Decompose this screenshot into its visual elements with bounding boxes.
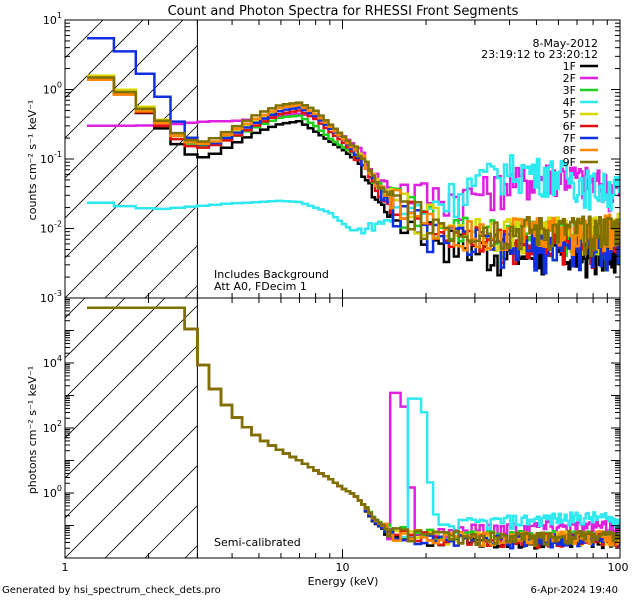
annotation-semi-calibrated: Semi-calibrated xyxy=(214,536,301,549)
legend-label-8F: 8F xyxy=(563,144,576,157)
x-axis-label: Energy (keV) xyxy=(308,575,379,588)
legend-label-5F: 5F xyxy=(563,108,576,121)
annotation-background: Includes Background xyxy=(214,268,329,281)
photons-y-axis: 100 102 104 xyxy=(43,297,620,559)
y-tick-label: 104 xyxy=(43,354,62,370)
photon-series-9F xyxy=(87,306,620,547)
legend-label-1F: 1F xyxy=(563,60,576,73)
count-series-4F xyxy=(87,154,620,235)
counts-y-axis: 10-3 10-2 10-1 100 101 xyxy=(40,11,620,305)
photons-y-axis-label: photons cm⁻² s⁻¹ keV⁻¹ xyxy=(26,366,39,494)
y-tick-label: 10-2 xyxy=(40,220,62,236)
x-tick-label: 10 xyxy=(336,561,350,574)
y-tick-label: 101 xyxy=(43,11,62,27)
hatch-line xyxy=(65,20,144,99)
counts-y-axis-label: counts cm⁻² s⁻¹ keV⁻¹ xyxy=(26,100,39,221)
x-tick-label: 1 xyxy=(62,561,69,574)
hatch-line xyxy=(0,298,5,558)
footer-generator: Generated by hsi_spectrum_check_dets.pro xyxy=(2,585,221,596)
legend-label-6F: 6F xyxy=(563,120,576,133)
time-range-label: 23:19:12 to 23:20:12 xyxy=(481,48,598,61)
x-axis: 1 10 100 xyxy=(62,20,629,574)
counts-series-group xyxy=(87,36,620,279)
photons-series-group xyxy=(87,306,620,550)
y-tick-label: 100 xyxy=(43,81,62,97)
y-tick-label: 10-3 xyxy=(40,289,62,305)
hatch-line xyxy=(65,298,126,359)
legend-label-3F: 3F xyxy=(563,84,576,97)
legend-label-7F: 7F xyxy=(563,132,576,145)
y-tick-label: 102 xyxy=(43,419,62,435)
legend-label-9F: 9F xyxy=(563,156,576,169)
footer-timestamp: 6-Apr-2024 19:40 xyxy=(531,585,618,596)
legend-label-2F: 2F xyxy=(563,72,576,85)
date-label: 8-May-2012 xyxy=(533,37,598,50)
y-tick-label: 100 xyxy=(43,484,62,500)
hatch-line xyxy=(65,298,166,399)
hatch-line xyxy=(65,298,206,439)
hatch-line xyxy=(65,20,224,179)
photons-panel: 100 102 104 photons cm⁻² s⁻¹ keV⁻¹ Semi-ca… xyxy=(0,297,621,559)
y-tick-label: 10-1 xyxy=(40,150,62,166)
annotation-attenuator: Att A0, FDecim 1 xyxy=(214,280,307,293)
x-tick-label: 100 xyxy=(608,561,629,574)
chart-title: Count and Photon Spectra for RHESSI Fron… xyxy=(168,4,519,19)
counts-panel: 10-3 10-2 10-1 100 101 counts cm⁻² s⁻¹ keV⁻¹… xyxy=(0,11,621,305)
legend-label-4F: 4F xyxy=(563,96,576,109)
count-series-9F xyxy=(87,76,620,258)
hatch-line xyxy=(0,20,23,298)
